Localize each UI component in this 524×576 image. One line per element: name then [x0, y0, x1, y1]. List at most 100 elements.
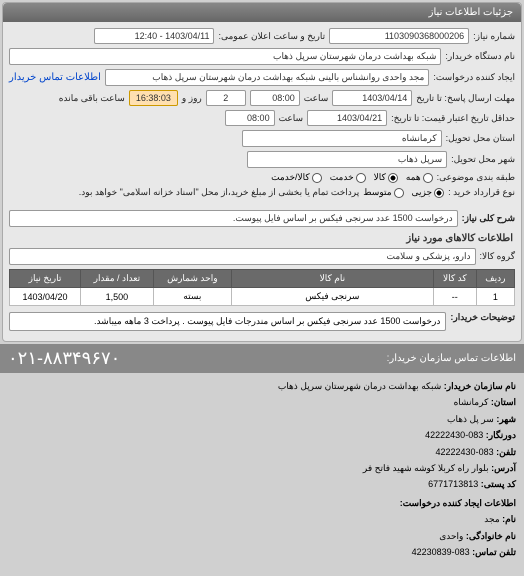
address-value: بلوار راه کربلا کوشه شهید فاتح فر — [363, 463, 489, 473]
pkg-goods[interactable]: کالا — [374, 172, 398, 183]
info-province: استان: کرمانشاه — [8, 395, 516, 409]
fax-label: دورنگار: — [486, 430, 516, 440]
th-unit: واحد شمارش — [153, 270, 231, 288]
info-phone: تلفن: 083-42222430 — [8, 445, 516, 459]
buyer-org-label: نام دستگاه خریدار: — [445, 51, 515, 62]
phone-big: ۰۲۱-۸۸۳۴۹۶۷۰ — [8, 348, 120, 369]
row-buyer-org: نام دستگاه خریدار: شبکه بهداشت درمان شهر… — [9, 48, 515, 65]
table-header-row: ردیف کد کالا نام کالا واحد شمارش تعداد /… — [10, 270, 515, 288]
buyer-notes-label: توضیحات خریدار: — [450, 312, 515, 323]
goods-section-title: اطلاعات کالاهای مورد نیاز — [11, 233, 513, 244]
creator-label: ایجاد کننده درخواست: — [433, 72, 515, 83]
province-field: کرمانشاه — [242, 130, 442, 147]
group-label: گروه کالا: — [480, 251, 515, 262]
row-buyer-notes: توضیحات خریدار: درخواست 1500 عدد سرنجی ف… — [9, 312, 515, 331]
contact-header: اطلاعات تماس سازمان خریدار: ۰۲۱-۸۸۳۴۹۶۷۰ — [0, 344, 524, 373]
c-province-label: استان: — [491, 397, 516, 407]
datetime-field: 1403/04/11 - 12:40 — [94, 28, 214, 44]
info-postal: کد پستی: 6771713813 — [8, 477, 516, 491]
td-code: -- — [433, 288, 476, 306]
city-label: شهر محل تحویل: — [451, 154, 515, 165]
fname-value: مجد — [484, 514, 499, 524]
buyer-org-field: شبکه بهداشت درمان شهرستان سرپل ذهاب — [9, 48, 441, 65]
org-name-label: نام سازمان خریدار: — [444, 381, 516, 391]
info-org-name: نام سازمان خریدار: شبکه بهداشت درمان شهر… — [8, 379, 516, 393]
panel-title: جزئیات اطلاعات نیاز — [3, 3, 521, 22]
fax-value: 083-42222430 — [425, 430, 483, 440]
validity-label: حداقل تاریخ اعتبار قیمت: تا تاریخ: — [391, 113, 515, 124]
group-field: دارو، پزشکی و سلامت — [9, 248, 476, 265]
radio-icon — [423, 173, 433, 183]
row-city: شهر محل تحویل: سرپل ذهاب — [9, 151, 515, 168]
pkg-radio-group: همه کالا خدمت کالا/خدمت — [271, 172, 433, 183]
row-deadline-send: مهلت ارسال پاسخ: تا تاریخ 1403/04/14 ساع… — [9, 90, 515, 106]
table-row[interactable]: 1 -- سرنجی فیکس بسته 1,500 1403/04/20 — [10, 288, 515, 306]
th-row: ردیف — [476, 270, 514, 288]
lname-value: واحدی — [439, 531, 463, 541]
contract-medium[interactable]: متوسط — [363, 187, 403, 198]
deadline-send-label: مهلت ارسال پاسخ: تا تاریخ — [416, 93, 515, 104]
td-name: سرنجی فیکس — [231, 288, 433, 306]
pkg-label: طبقه بندی موضوعی: — [437, 172, 515, 183]
postal-label: کد پستی: — [481, 479, 516, 489]
panel-body: شماره نیاز: 1103090368000206 تاریخ و ساع… — [3, 22, 521, 341]
radio-icon — [388, 173, 398, 183]
th-qty: تعداد / مقدار — [80, 270, 153, 288]
buyer-contact-link[interactable]: اطلاعات تماس خریدار — [9, 72, 101, 83]
td-date: 1403/04/20 — [10, 288, 81, 306]
remaining-days-label: روز و — [182, 93, 202, 104]
row-group: گروه کالا: دارو، پزشکی و سلامت — [9, 248, 515, 265]
radio-icon — [312, 173, 322, 183]
goods-table: ردیف کد کالا نام کالا واحد شمارش تعداد /… — [9, 269, 515, 306]
city-field: سرپل ذهاب — [247, 151, 447, 168]
datetime-label: تاریخ و ساعت اعلان عمومی: — [218, 31, 325, 42]
info-address: آدرس: بلوار راه کربلا کوشه شهید فاتح فر — [8, 461, 516, 475]
contract-part[interactable]: جزیی — [412, 187, 445, 198]
contract-part-label: جزیی — [412, 187, 433, 198]
phone-label: تلفن: — [496, 447, 516, 457]
contact-phone-value: 083-42230839 — [412, 547, 470, 557]
pkg-goods-label: کالا — [374, 172, 386, 183]
creator-field: مجد واحدی روانشناس بالینی شبکه بهداشت در… — [105, 69, 429, 86]
buyer-notes-field: درخواست 1500 عدد سرنجی فیکس بر اساس مندر… — [9, 312, 446, 331]
contract-radio-group: جزیی متوسط — [363, 187, 444, 198]
row-contract: نوع قرارداد خرید : جزیی متوسط پرداخت تما… — [9, 187, 515, 198]
contact-header-title: اطلاعات تماس سازمان خریدار: — [387, 353, 516, 364]
remaining-days: 2 — [206, 90, 246, 106]
row-request-no: شماره نیاز: 1103090368000206 تاریخ و ساع… — [9, 28, 515, 44]
pkg-goods-service[interactable]: کالا/خدمت — [271, 172, 322, 183]
c-province-value: کرمانشاه — [454, 397, 489, 407]
row-desc: شرح کلی نیاز: درخواست 1500 عدد سرنجی فیک… — [9, 210, 515, 227]
th-date: تاریخ نیاز — [10, 270, 81, 288]
fname-label: نام: — [502, 514, 516, 524]
time-label-1: ساعت — [304, 93, 329, 104]
remaining-time-badge: 16:38:03 — [129, 90, 178, 106]
row-province: استان محل تحویل: کرمانشاه — [9, 130, 515, 147]
th-code: کد کالا — [433, 270, 476, 288]
desc-field: درخواست 1500 عدد سرنجی فیکس بر اساس فایل… — [9, 210, 458, 227]
th-name: نام کالا — [231, 270, 433, 288]
request-no-label: شماره نیاز: — [473, 31, 515, 42]
address-label: آدرس: — [491, 463, 516, 473]
postal-value: 6771713813 — [428, 479, 478, 489]
phone-value: 083-42222430 — [436, 447, 494, 457]
c-city-value: سر پل ذهاب — [447, 414, 494, 424]
td-unit: بسته — [153, 288, 231, 306]
pkg-all[interactable]: همه — [406, 172, 433, 183]
org-name-value: شبکه بهداشت درمان شهرستان سرپل ذهاب — [278, 381, 441, 391]
radio-icon — [434, 188, 444, 198]
info-fax: دورنگار: 083-42222430 — [8, 428, 516, 442]
td-qty: 1,500 — [80, 288, 153, 306]
info-contact-phone: تلفن تماس: 083-42230839 — [8, 545, 516, 559]
radio-icon — [356, 173, 366, 183]
time-label-2: ساعت — [279, 113, 304, 124]
row-validity: حداقل تاریخ اعتبار قیمت: تا تاریخ: 1403/… — [9, 110, 515, 126]
deadline-send-time: 08:00 — [250, 90, 300, 106]
main-panel: جزئیات اطلاعات نیاز شماره نیاز: 11030903… — [2, 2, 522, 342]
validity-date: 1403/04/21 — [307, 110, 387, 126]
row-creator: ایجاد کننده درخواست: مجد واحدی روانشناس … — [9, 69, 515, 86]
td-row: 1 — [476, 288, 514, 306]
province-label: استان محل تحویل: — [446, 133, 515, 144]
contract-note: پرداخت تمام یا بخشی از مبلغ خرید،از محل … — [9, 187, 359, 198]
pkg-service[interactable]: خدمت — [330, 172, 366, 183]
